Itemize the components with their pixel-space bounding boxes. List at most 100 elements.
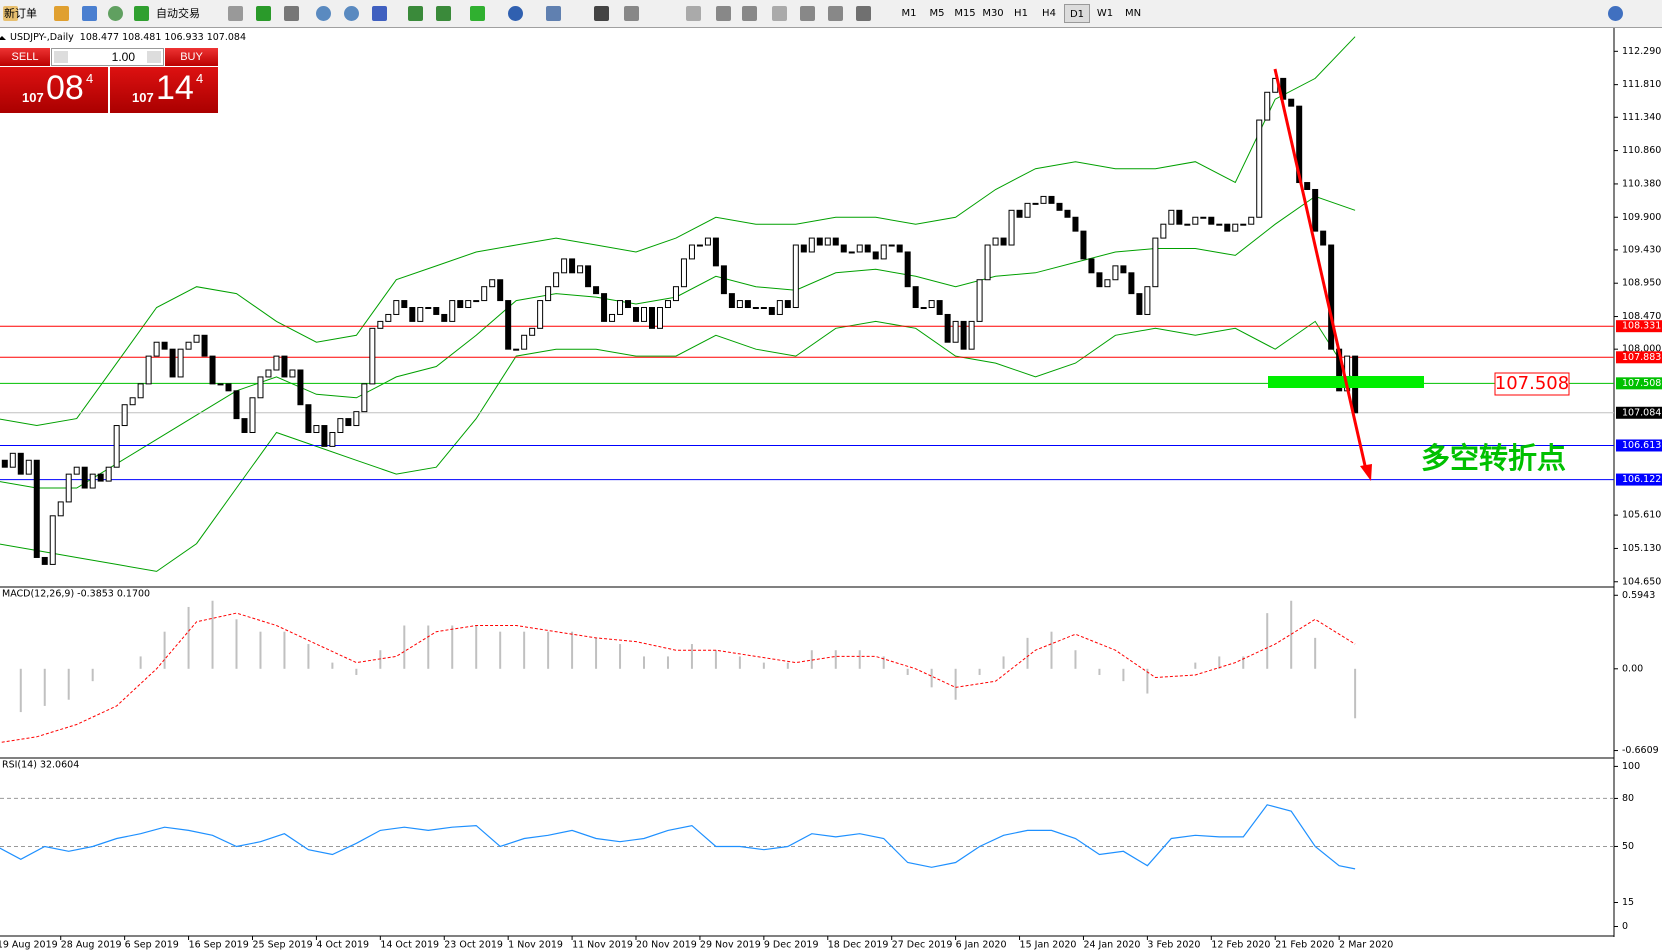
- timeframe-button[interactable]: M30: [982, 8, 1004, 19]
- icon[interactable]: [82, 6, 97, 21]
- level-label: 107.084: [1622, 407, 1661, 418]
- icon[interactable]: [508, 6, 523, 21]
- candle-body: [17, 452, 24, 475]
- candle-body: [233, 390, 240, 420]
- timeframe-button[interactable]: MN: [1124, 8, 1142, 19]
- candle-body: [209, 355, 216, 385]
- icon[interactable]: [716, 6, 731, 21]
- turning-point-note: 多空转折点: [1421, 441, 1566, 475]
- icon[interactable]: [372, 6, 387, 21]
- icon[interactable]: [742, 6, 757, 21]
- icon[interactable]: [828, 6, 843, 21]
- icon[interactable]: [546, 6, 561, 21]
- icon[interactable]: [3, 6, 18, 21]
- icon[interactable]: [256, 6, 271, 21]
- icon[interactable]: [228, 6, 243, 21]
- candle-body: [161, 341, 168, 350]
- candle-body: [113, 425, 120, 468]
- candle-body: [808, 237, 815, 253]
- candle-body: [545, 286, 552, 302]
- candle-body: [936, 300, 943, 315]
- candle-body: [1048, 195, 1055, 204]
- spin-up[interactable]: [147, 51, 161, 63]
- y-tick-label: 110.860: [1622, 145, 1661, 156]
- x-tick-label: 24 Jan 2020: [1083, 940, 1140, 950]
- new-order[interactable]: 新订单: [4, 7, 37, 20]
- buy-button[interactable]: BUY: [165, 48, 218, 66]
- price-main: 08: [46, 69, 84, 107]
- timeframe-button[interactable]: M5: [929, 8, 945, 19]
- candle-body: [489, 279, 496, 288]
- icon[interactable]: [108, 6, 123, 21]
- candle-body: [281, 355, 288, 378]
- spin-down[interactable]: [54, 51, 68, 63]
- candle-body: [856, 244, 863, 253]
- price-pip: 4: [196, 71, 204, 86]
- timeframe-button[interactable]: D1: [1064, 4, 1090, 23]
- icon[interactable]: [686, 6, 701, 21]
- icon[interactable]: [470, 6, 485, 21]
- collapse-icon[interactable]: [0, 36, 6, 40]
- candle-body: [952, 320, 959, 343]
- candle-body: [337, 418, 344, 433]
- candle-body: [1000, 237, 1007, 246]
- candle-body: [1024, 202, 1031, 218]
- icon[interactable]: [624, 6, 639, 21]
- timeframe-button[interactable]: H1: [1014, 8, 1028, 19]
- candle-body: [625, 300, 632, 309]
- x-tick-label: 21 Feb 2020: [1275, 940, 1334, 950]
- buy-price[interactable]: 107 14 4: [110, 67, 218, 113]
- icon[interactable]: [284, 6, 299, 21]
- icon[interactable]: [436, 6, 451, 21]
- sell-button[interactable]: SELL: [0, 48, 50, 66]
- candle-body: [648, 307, 655, 329]
- price-annotation-box: [1494, 372, 1570, 396]
- candle-body: [744, 300, 751, 309]
- auto-trading[interactable]: 自动交易: [156, 7, 200, 20]
- x-tick-label: 11 Nov 2019: [572, 940, 633, 950]
- x-tick-label: 9 Dec 2019: [764, 940, 819, 950]
- y-tick-label: 105.610: [1622, 510, 1661, 521]
- price-main: 14: [156, 69, 194, 107]
- lot-spinner[interactable]: 1.00: [51, 48, 164, 66]
- bollinger-lower: [0, 320, 1356, 572]
- icon[interactable]: [772, 6, 787, 21]
- candle-body: [1152, 237, 1159, 288]
- candle-body: [760, 307, 767, 310]
- ohlc: 108.477 108.481 106.933 107.084: [80, 32, 246, 43]
- candle-body: [185, 341, 192, 350]
- icon[interactable]: [134, 6, 149, 21]
- candle-body: [992, 237, 999, 246]
- search-icon[interactable]: [1608, 6, 1623, 21]
- icon[interactable]: [408, 6, 423, 21]
- candle-body: [1088, 258, 1095, 274]
- candle-body: [521, 334, 528, 350]
- icon[interactable]: [344, 6, 359, 21]
- timeframe-button[interactable]: M15: [954, 8, 976, 19]
- candle-body: [153, 341, 160, 357]
- icon[interactable]: [316, 6, 331, 21]
- candle-body: [832, 237, 839, 246]
- timeframe-button[interactable]: H4: [1042, 8, 1056, 19]
- candle-body: [920, 307, 927, 310]
- icon[interactable]: [54, 6, 69, 21]
- icon[interactable]: [856, 6, 871, 21]
- timeframe-button[interactable]: W1: [1096, 8, 1114, 19]
- icon[interactable]: [800, 6, 815, 21]
- lot-size[interactable]: 1.00: [111, 50, 135, 64]
- level-label-bg: [1616, 473, 1662, 486]
- candle-body: [928, 300, 935, 309]
- candle-body: [1056, 202, 1063, 211]
- y-tick-label: 104.650: [1622, 576, 1661, 587]
- one-click-trading: SELL 1.00 BUY 107 08 4 107 14 4: [0, 48, 218, 113]
- candle-body: [824, 237, 831, 246]
- timeframe-button[interactable]: M1: [901, 8, 917, 19]
- x-tick-label: 19 Aug 2019: [0, 940, 58, 950]
- candle-body: [1136, 293, 1143, 315]
- candle-body: [736, 300, 743, 309]
- candle-body: [273, 355, 280, 371]
- sell-price[interactable]: 107 08 4: [0, 67, 108, 113]
- icon[interactable]: [594, 6, 609, 21]
- macd-header: MACD(12,26,9) -0.3853 0.1700: [2, 589, 150, 600]
- x-tick-label: 16 Sep 2019: [189, 940, 249, 950]
